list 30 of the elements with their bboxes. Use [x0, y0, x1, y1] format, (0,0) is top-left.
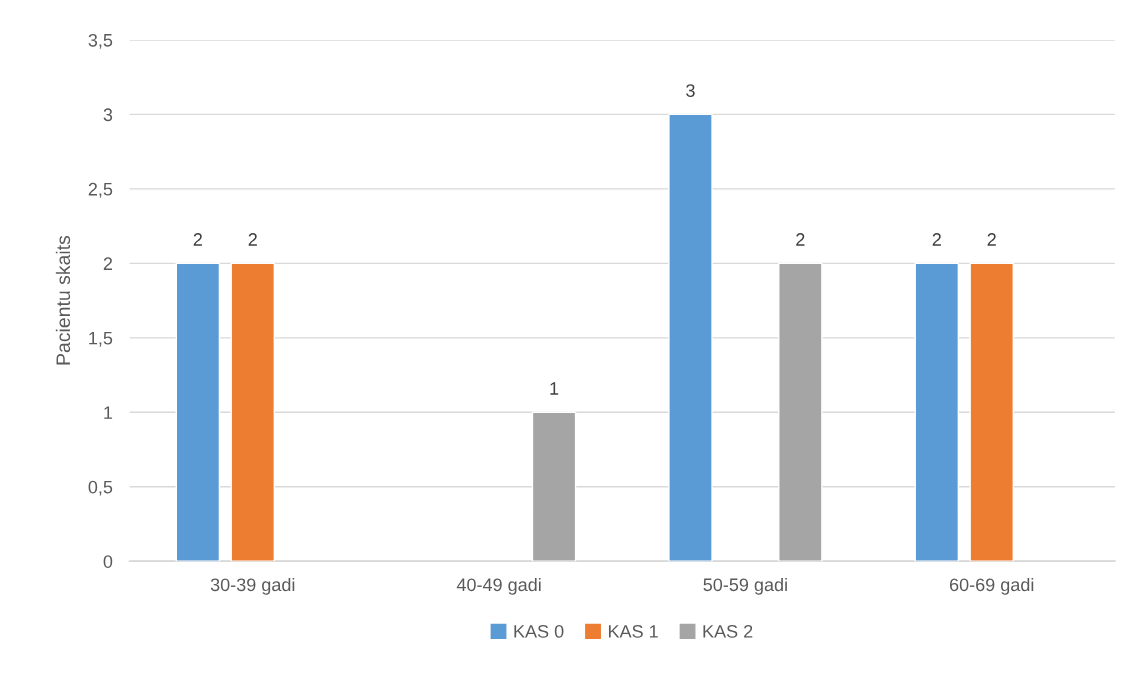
- x-tick-label: 30-39 gadi: [210, 577, 295, 595]
- bar: [914, 262, 960, 562]
- bar: [175, 262, 221, 562]
- y-tick-label: 1,5: [89, 331, 113, 347]
- x-tick-label: 40-49 gadi: [456, 577, 541, 595]
- data-label: 2: [796, 233, 805, 246]
- y-tick-label: 2,5: [88, 182, 113, 198]
- data-label: 2: [193, 233, 202, 246]
- y-tick-label: 1: [104, 406, 113, 419]
- y-axis-title: Pacientu skaits: [55, 235, 71, 365]
- x-tick-label: 50-59 gadi: [703, 577, 787, 595]
- x-tick-label: 60-69 gadi: [949, 577, 1034, 595]
- y-tick-label: 0,5: [88, 480, 113, 496]
- data-label: 3: [686, 84, 695, 97]
- data-label: 2: [932, 233, 941, 246]
- bar: [778, 262, 823, 562]
- y-tick-label: 3,5: [88, 33, 113, 49]
- bar: [230, 262, 276, 562]
- y-tick-label: 0: [103, 555, 113, 568]
- data-label: 2: [987, 233, 996, 246]
- bar: [668, 113, 713, 562]
- y-tick-label: 2: [103, 257, 113, 270]
- bar: [531, 411, 577, 562]
- legend-label: KAS 2: [703, 624, 753, 638]
- y-tick-label: 3: [103, 108, 113, 122]
- data-label: 2: [248, 233, 257, 246]
- legend-label: KAS 0: [514, 624, 564, 638]
- data-label: 1: [550, 382, 559, 395]
- bar: [969, 262, 1014, 562]
- legend-label: KAS 1: [608, 624, 658, 638]
